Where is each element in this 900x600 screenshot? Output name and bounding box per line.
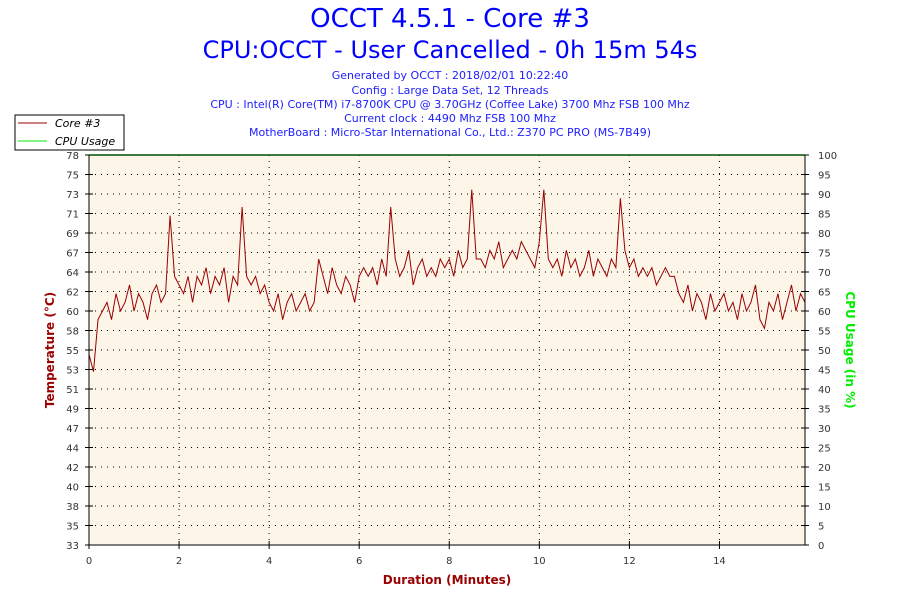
y-tick-label: 62: [66, 288, 79, 299]
y2-tick-label: 40: [818, 385, 831, 396]
y-tick-label: 35: [66, 522, 79, 533]
x-tick-label: 0: [86, 556, 92, 567]
x-tick-label: 14: [713, 556, 726, 567]
info-generated: Generated by OCCT : 2018/02/01 10:22:40: [331, 69, 569, 82]
y2-tick-label: 60: [818, 307, 831, 318]
y-axis-label: Temperature (°C): [43, 292, 57, 408]
y2-tick-label: 10: [818, 502, 831, 513]
y2-tick-label: 90: [818, 190, 831, 201]
y2-tick-label: 35: [818, 405, 831, 416]
y-tick-label: 49: [66, 405, 79, 416]
y2-tick-label: 45: [818, 366, 831, 377]
legend: Core #3 CPU Usage: [14, 114, 125, 151]
y2-tick-label: 50: [818, 346, 831, 357]
x-tick-label: 2: [176, 556, 182, 567]
y-tick-label: 33: [66, 541, 79, 552]
y-tick-label: 38: [66, 502, 79, 513]
y2-tick-label: 0: [818, 541, 824, 552]
y-tick-label: 40: [66, 483, 79, 494]
y-tick-label: 75: [66, 171, 79, 182]
x-tick-label: 6: [356, 556, 362, 567]
plot-area: [89, 155, 805, 545]
y2-tick-label: 5: [818, 522, 824, 533]
y-tick-label: 44: [66, 444, 79, 455]
y-tick-label: 53: [66, 366, 79, 377]
y2-tick-label: 80: [818, 229, 831, 240]
legend-cpu-usage: CPU Usage: [55, 135, 115, 148]
info-clock: Current clock : 4490 Mhz FSB 100 Mhz: [344, 112, 556, 125]
y-tick-label: 51: [66, 385, 79, 396]
y-tick-label: 73: [66, 190, 79, 201]
info-config: Config : Large Data Set, 12 Threads: [351, 84, 549, 97]
chart-subtitle: CPU:OCCT - User Cancelled - 0h 15m 54s: [202, 36, 698, 64]
x-tick-label: 4: [266, 556, 272, 567]
y-tick-label: 64: [66, 268, 79, 279]
y2-axis-label: CPU Usage (in %): [843, 291, 857, 408]
info-cpu: CPU : Intel(R) Core(TM) i7-8700K CPU @ 3…: [210, 98, 690, 111]
x-axis-label: Duration (Minutes): [383, 573, 511, 587]
y2-tick-label: 25: [818, 444, 831, 455]
y2-tick-label: 75: [818, 249, 831, 260]
y-tick-label: 60: [66, 307, 79, 318]
chart-title: OCCT 4.5.1 - Core #3: [310, 4, 590, 34]
y-tick-label: 55: [66, 346, 79, 357]
y-tick-label: 71: [66, 210, 79, 221]
x-tick-label: 12: [623, 556, 636, 567]
y2-tick-label: 20: [818, 463, 831, 474]
y-tick-label: 42: [66, 463, 79, 474]
y2-tick-label: 95: [818, 171, 831, 182]
info-motherboard: MotherBoard : Micro-Star International C…: [248, 126, 652, 139]
y2-tick-label: 15: [818, 483, 831, 494]
legend-core3: Core #3: [55, 117, 100, 130]
y-tick-label: 58: [66, 327, 79, 338]
y2-tick-label: 70: [818, 268, 831, 279]
y-tick-label: 67: [66, 249, 79, 260]
y-tick-label: 47: [66, 424, 79, 435]
y2-tick-label: 55: [818, 327, 831, 338]
y-tick-label: 78: [66, 151, 79, 162]
x-tick-label: 10: [533, 556, 546, 567]
y2-tick-label: 100: [818, 151, 837, 162]
y-tick-label: 69: [66, 229, 79, 240]
core3-temperature-line: [88, 189, 806, 372]
y2-tick-label: 30: [818, 424, 831, 435]
x-tick-label: 8: [446, 556, 452, 567]
y2-tick-label: 65: [818, 288, 831, 299]
y2-tick-label: 85: [818, 210, 831, 221]
